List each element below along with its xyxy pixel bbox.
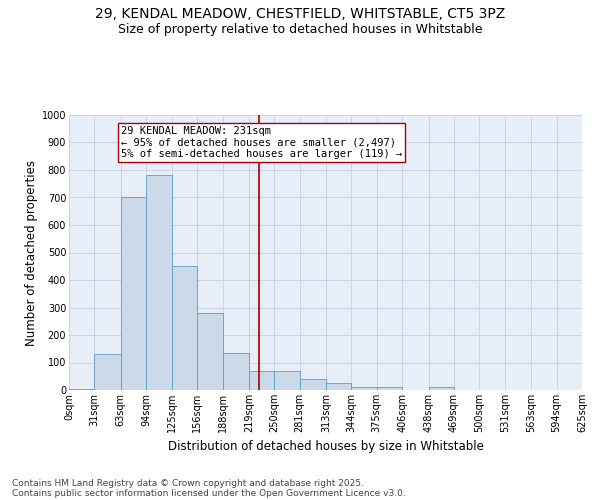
Bar bbox=[428, 387, 454, 390]
Bar bbox=[299, 379, 326, 390]
Text: Contains HM Land Registry data © Crown copyright and database right 2025.: Contains HM Land Registry data © Crown c… bbox=[12, 478, 364, 488]
Bar bbox=[121, 198, 146, 390]
Bar bbox=[197, 313, 223, 390]
Bar bbox=[274, 371, 299, 390]
Bar bbox=[223, 353, 249, 390]
Bar bbox=[249, 371, 274, 390]
Bar bbox=[94, 354, 121, 390]
Bar bbox=[172, 266, 197, 390]
Bar bbox=[377, 387, 402, 390]
X-axis label: Distribution of detached houses by size in Whitstable: Distribution of detached houses by size … bbox=[167, 440, 484, 454]
Bar bbox=[146, 176, 172, 390]
Text: 29, KENDAL MEADOW, CHESTFIELD, WHITSTABLE, CT5 3PZ: 29, KENDAL MEADOW, CHESTFIELD, WHITSTABL… bbox=[95, 8, 505, 22]
Text: Contains public sector information licensed under the Open Government Licence v3: Contains public sector information licen… bbox=[12, 488, 406, 498]
Y-axis label: Number of detached properties: Number of detached properties bbox=[25, 160, 38, 346]
Bar bbox=[352, 387, 377, 390]
Text: 29 KENDAL MEADOW: 231sqm
← 95% of detached houses are smaller (2,497)
5% of semi: 29 KENDAL MEADOW: 231sqm ← 95% of detach… bbox=[121, 126, 402, 159]
Bar bbox=[69, 388, 94, 390]
Text: Size of property relative to detached houses in Whitstable: Size of property relative to detached ho… bbox=[118, 22, 482, 36]
Bar bbox=[326, 383, 352, 390]
